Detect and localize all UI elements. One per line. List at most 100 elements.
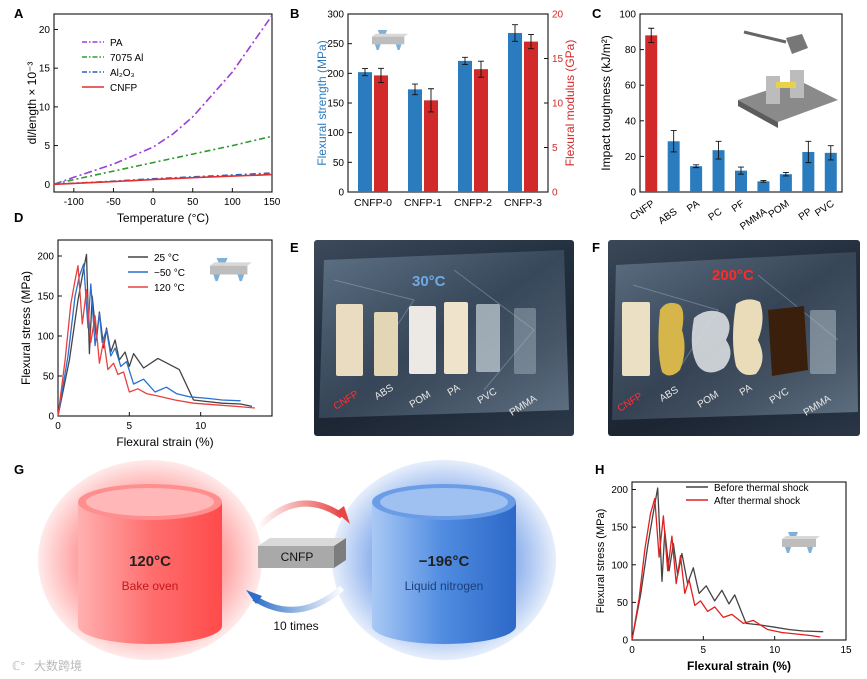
bar-cnfp [645,35,658,192]
y-axis-title-a: dl/length × 10⁻³ [25,62,39,145]
series-line-25-c [57,253,253,417]
tester-arm [743,30,787,44]
error-bar-modulus-cnfp-1 [428,88,434,113]
x-tick-label-a: 150 [264,197,281,208]
panel-label-f: F [592,240,600,255]
y-tick-label-b-right: 5 [552,143,558,154]
y-tick-label-b-left: 250 [327,39,344,50]
panel-label-b: B [290,6,299,21]
series-line-120-c [57,264,255,417]
photo-f-samples-200c: 200°C CNFP ABS POM PA PVC PMMA [608,240,860,436]
y-tick-label-b-right: 15 [552,54,564,65]
impact-tester-icon [738,30,838,128]
bake-oven-cylinder [78,484,222,644]
y-tick-label-d: 200 [37,252,54,263]
y-tick-label-b-left: 300 [327,10,344,21]
legend-label-before-thermal-shock: Before thermal shock [714,483,809,494]
sample-pa-deformed [733,299,763,375]
bar-pc [712,150,725,192]
x-tick-label-a: 0 [150,197,156,208]
x-tick-label-cnfp: CNFP [628,198,657,223]
series-line-7075-al [53,135,273,186]
bar-strength-cnfp-2 [458,60,472,192]
sample-cnfp [336,304,363,376]
panel-label-d: D [14,210,23,225]
sample-abs-deformed [658,302,685,376]
sample-pa [444,302,468,374]
beam-top [210,262,252,266]
cnfp-block [258,538,346,568]
cnfp-block-label: CNFP [281,550,314,564]
series-line-cnfp [53,173,273,186]
sample-pom-melted [691,310,731,373]
y-tick-label-h: 0 [622,636,628,647]
x-tick-label-d: 10 [195,421,207,432]
bar-pa [690,166,703,192]
x-tick-label-a: -100 [64,197,84,208]
x-tick-label-pf: PF [730,198,747,214]
x-tick-label-h: 5 [701,645,707,656]
panel-label-h: H [595,462,604,477]
y-tick-label-d: 100 [37,332,54,343]
y-tick-label-b-right: 10 [552,99,564,110]
series-line-after-thermal-shock [631,497,821,641]
cold-label: Liquid nitrogen [405,579,484,593]
axes-frame-c [639,13,843,193]
sample-pvc [476,304,500,372]
y-tick-label-c: 40 [625,116,637,127]
y-tick-label-h: 100 [611,560,628,571]
support-left [213,274,220,282]
cycles-label: 10 times [273,619,318,633]
sample-pmma-heated [810,310,836,374]
photo-e-temp: 30°C [412,273,446,290]
series-line-before-thermal-shock [631,487,824,641]
flexural-test-icon-h [782,532,820,553]
y-tick-label-b-left: 0 [338,188,344,199]
legend-label-pa: PA [110,38,123,49]
y-tick-label-c: 20 [625,152,637,163]
y-tick-label-b-left: 50 [333,158,345,169]
y-tick-label-a: 20 [39,25,51,36]
panel-label-e: E [290,240,299,255]
error-bar-strength-cnfp-2 [462,56,468,65]
bar-modulus-cnfp-2 [474,69,488,192]
bar-modulus-cnfp-0 [374,75,388,192]
loading-nose [216,258,228,266]
x-tick-label-d: 0 [55,421,61,432]
x-tick-label-h: 0 [629,645,635,656]
y-tick-label-b-left: 150 [327,99,344,110]
y-tick-label-c: 60 [625,81,637,92]
bar-pp [802,151,815,192]
error-bar-pmma [760,179,767,183]
axes-frame-d [57,239,273,417]
x-tick-label-cnfp-1: CNFP-1 [404,197,442,209]
y-tick-label-h: 50 [617,598,629,609]
error-bar-strength-cnfp-0 [362,68,368,77]
liquid-nitrogen-cylinder [372,484,516,644]
error-bar-modulus-cnfp-0 [378,67,384,83]
x-tick-label-abs: ABS [657,206,680,227]
beam-top [782,536,820,539]
x-tick-label-a: 50 [187,197,199,208]
y-axis-title-b-left: Flexural strength (MPa) [315,40,329,165]
legend-label-7075-al: 7075 Al [110,53,143,64]
x-tick-label-pp: PP [797,206,815,223]
legend-label-120-c: 120 °C [154,283,185,294]
hot-temp: 120°C [129,553,171,570]
beam-front [210,265,248,275]
support-left [785,547,791,553]
error-bar-pc [715,140,722,160]
y-tick-label-b-right: 20 [552,10,564,21]
legend-label-cnfp: CNFP [110,83,138,94]
legend-label-al-o: Al₂O₃ [110,68,135,79]
bar-modulus-cnfp-1 [424,100,438,192]
y-tick-label-a: 5 [44,141,50,152]
sample-cnfp-heated [622,302,650,376]
sample-pvc-charred [768,306,808,376]
y-axis-title-d: Flexural stress (MPa) [19,271,33,385]
y-tick-label-d: 150 [37,292,54,303]
tester-specimen [776,82,796,88]
bar-pvc [824,152,837,192]
x-tick-label-cnfp-0: CNFP-0 [354,197,392,209]
x-tick-label-cnfp-2: CNFP-2 [454,197,492,209]
